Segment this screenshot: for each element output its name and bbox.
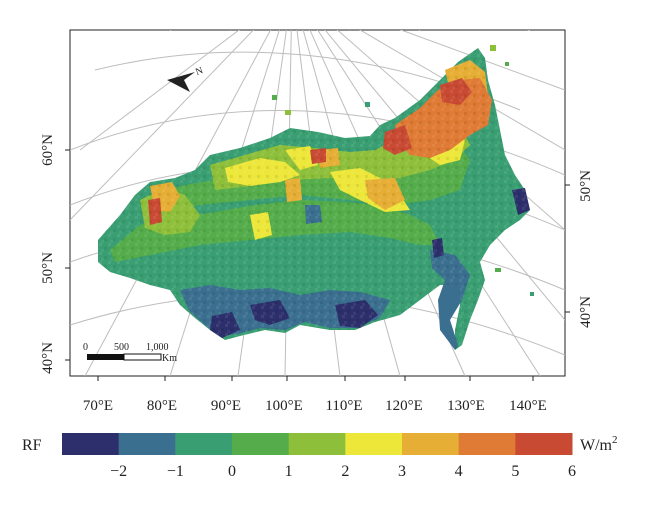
- raster-cell: [285, 110, 291, 115]
- legend-swatch: [345, 433, 403, 455]
- meridian-label-140: 140°E: [509, 398, 547, 414]
- north-arrow-icon: [167, 72, 195, 92]
- legend-swatch: [458, 433, 516, 455]
- legend-swatch: [288, 433, 346, 455]
- left-lat-labels: 60°N 50°N 40°N: [40, 134, 56, 374]
- legend-swatch: [402, 433, 460, 455]
- legend-unit-base: W/m: [580, 437, 613, 454]
- legend-tick-label: −1: [167, 463, 184, 480]
- legend-tick-label: 1: [285, 463, 293, 480]
- legend-tick-label: 2: [341, 463, 349, 480]
- meridian-label-120: 120°E: [385, 398, 423, 414]
- meridian-label-70: 70°E: [83, 398, 113, 414]
- meridian-label-100: 100°E: [265, 398, 303, 414]
- north-arrow: N: [167, 65, 205, 92]
- frame-ticks: [65, 149, 570, 381]
- raster-cell: [530, 292, 534, 296]
- north-arrow-label: N: [194, 65, 205, 78]
- legend-swatch: [118, 433, 176, 455]
- lat-label-right-40: 40°N: [578, 296, 594, 328]
- legend-tick-label: 4: [455, 463, 463, 480]
- scale-tick-500: 500: [114, 342, 129, 353]
- legend: RF −2 −1 0 1 2 3 4 5 6 W/m2: [22, 433, 618, 480]
- scale-bar-white: [123, 353, 162, 361]
- legend-unit-sup: 2: [612, 434, 618, 446]
- legend-tick-label: 3: [398, 463, 406, 480]
- raster-cell: [490, 45, 496, 51]
- legend-tick-label: −2: [110, 463, 127, 480]
- legend-unit: W/m2: [580, 434, 618, 454]
- legend-swatch: [515, 433, 573, 455]
- scale-bar-black: [87, 354, 124, 360]
- lat-label-left-60: 60°N: [40, 134, 56, 166]
- legend-swatch: [232, 433, 290, 455]
- lat-label-left-40: 40°N: [40, 342, 56, 374]
- meridian-label-130: 130°E: [447, 398, 485, 414]
- scale-bar: 0 500 1,000 Km: [83, 342, 177, 364]
- raster-texture: [98, 48, 530, 350]
- scale-tick-1000: 1,000: [146, 342, 169, 353]
- rf-raster: [98, 45, 534, 350]
- legend-title: RF: [22, 437, 42, 454]
- legend-tick-label: 6: [568, 463, 576, 480]
- raster-cell: [505, 62, 509, 66]
- legend-colorbar: [62, 433, 573, 455]
- meridian-label-90: 90°E: [211, 398, 241, 414]
- meridian-label-110: 110°E: [325, 398, 362, 414]
- meridian-label-80: 80°E: [147, 398, 177, 414]
- raster-cell: [470, 262, 474, 272]
- scale-tick-0: 0: [83, 342, 88, 353]
- legend-swatch: [175, 433, 233, 455]
- scale-unit: Km: [162, 353, 177, 364]
- meridian-labels: 70°E 80°E 90°E 100°E 110°E 120°E 130°E 1…: [83, 398, 547, 414]
- lat-label-left-50: 50°N: [40, 252, 56, 284]
- legend-ticks: −2 −1 0 1 2 3 4 5 6: [110, 463, 576, 480]
- lat-label-right-50: 50°N: [578, 170, 594, 202]
- right-lat-labels: 50°N 40°N: [578, 170, 594, 328]
- raster-cell: [495, 268, 501, 272]
- legend-tick-label: 0: [228, 463, 236, 480]
- raster-cell: [272, 95, 277, 100]
- legend-tick-label: 5: [511, 463, 519, 480]
- legend-swatch: [62, 433, 120, 455]
- raster-cell: [365, 102, 370, 107]
